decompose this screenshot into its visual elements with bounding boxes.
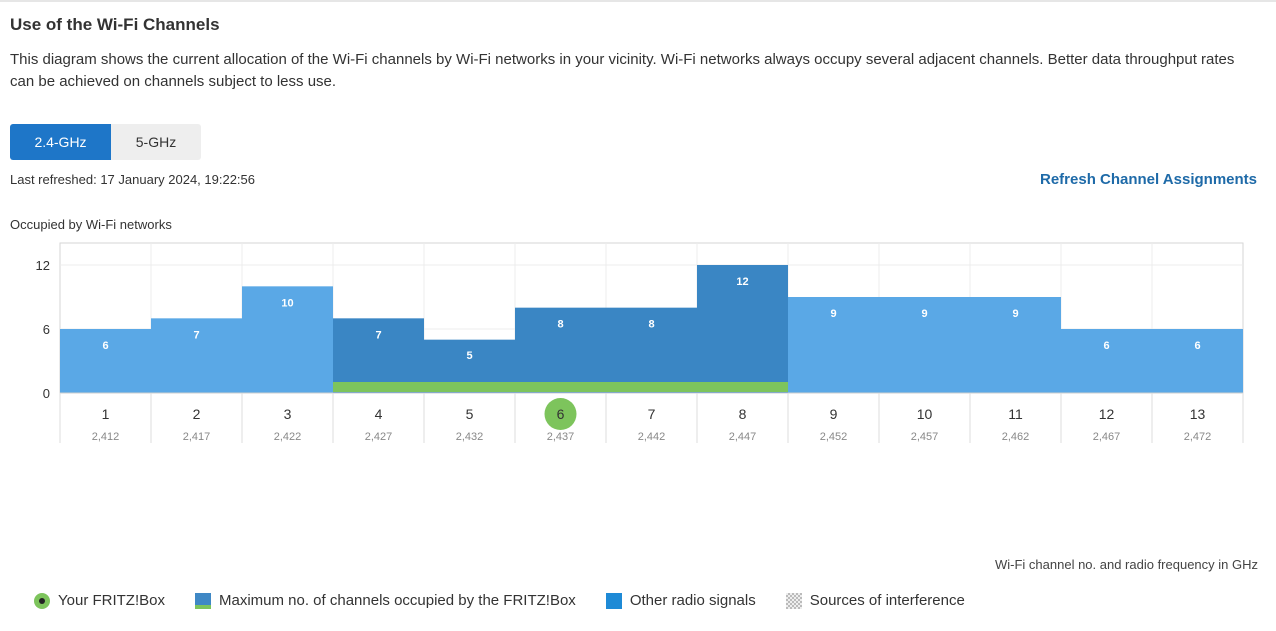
bar-channel-10	[879, 297, 970, 393]
bar-channel-6	[515, 307, 606, 393]
legend-label-max-channels: Maximum no. of channels occupied by the …	[218, 592, 576, 609]
fritzbox-dot-icon	[34, 592, 50, 609]
x-frequency-label: 2,437	[547, 431, 575, 443]
x-frequency-label: 2,472	[1184, 431, 1212, 443]
chart-title: Occupied by Wi-Fi networks	[10, 217, 172, 232]
x-frequency-label: 2,427	[365, 431, 393, 443]
bar-channel-8	[697, 265, 788, 393]
channel-chart: 0 6 12 6 7 10 7 5 8 8 12 9 9 9 6 6 1 2,412 2 2,417 3 2,422 4 2,…	[36, 242, 1244, 443]
x-tick-label: 10	[917, 406, 933, 422]
x-tick-label: 13	[1190, 406, 1206, 422]
x-tick-label: 3	[284, 406, 292, 422]
x-frequency-label: 2,417	[183, 431, 211, 443]
x-frequency-label: 2,432	[456, 431, 484, 443]
legend-label-fritzbox: Your FRITZ!Box	[58, 592, 165, 609]
page-description: This diagram shows the current allocatio…	[10, 51, 1235, 90]
bar-value-label: 6	[1194, 340, 1200, 352]
x-tick-label: 2	[193, 406, 201, 422]
bar-value-label: 8	[648, 319, 654, 331]
top-divider	[0, 0, 1276, 2]
bar-channel-11	[970, 297, 1061, 393]
tab-2-4-ghz[interactable]: 2.4-GHz	[10, 124, 111, 160]
x-frequency-label: 2,422	[274, 431, 302, 443]
y-tick-label: 6	[43, 322, 50, 337]
x-tick-label: 12	[1099, 406, 1115, 422]
x-tick-label: 1	[102, 406, 110, 422]
legend-label-other: Other radio signals	[629, 592, 756, 609]
x-frequency-label: 2,457	[911, 431, 939, 443]
bar-channel-7	[606, 307, 697, 393]
bar-value-label: 9	[830, 308, 836, 320]
bar-value-label: 9	[1012, 308, 1018, 320]
legend: Your FRITZ!Box Maximum no. of channels o…	[34, 592, 995, 609]
x-frequency-label: 2,467	[1093, 431, 1121, 443]
bar-value-label: 7	[193, 329, 199, 341]
legend-item-max-channels: Maximum no. of channels occupied by the …	[194, 592, 576, 609]
x-frequency-label: 2,462	[1002, 431, 1030, 443]
refresh-channel-assignments-link[interactable]: Refresh Channel Assignments	[1040, 171, 1257, 188]
x-frequency-label: 2,442	[638, 431, 666, 443]
bar-value-label: 12	[736, 276, 748, 288]
tab-5-ghz[interactable]: 5-GHz	[111, 124, 201, 160]
legend-item-other: Other radio signals	[605, 592, 756, 609]
y-tick-label: 12	[36, 258, 50, 273]
fritzbox-occupied-band	[333, 382, 788, 392]
interference-icon	[785, 592, 802, 609]
bar-value-label: 8	[557, 319, 563, 331]
page-title: Use of the Wi-Fi Channels	[10, 15, 220, 34]
bar-value-label: 6	[102, 340, 108, 352]
bar-channel-4	[333, 318, 424, 393]
x-tick-label: 9	[830, 406, 838, 422]
bar-channel-12	[1061, 329, 1152, 393]
bar-value-label: 6	[1103, 340, 1109, 352]
x-tick-label: 11	[1008, 406, 1023, 422]
bar-value-label: 7	[375, 329, 381, 341]
x-tick-label: 5	[466, 406, 474, 422]
x-frequency-label: 2,412	[92, 431, 120, 443]
max-channels-icon	[194, 592, 211, 609]
legend-item-interference: Sources of interference	[785, 592, 965, 609]
x-tick-label: 8	[739, 406, 747, 422]
bar-value-label: 9	[921, 308, 927, 320]
x-tick-label: 7	[648, 406, 656, 422]
bar-value-label: 5	[466, 350, 472, 362]
legend-label-interference: Sources of interference	[809, 592, 965, 609]
x-tick-label: 6	[557, 406, 565, 422]
last-refreshed: Last refreshed: 17 January 2024, 19:22:5…	[10, 172, 256, 187]
bar-channel-2	[151, 318, 242, 393]
bar-channel-13	[1152, 329, 1243, 393]
fritzbox-channel-marker	[544, 398, 577, 430]
bar-channel-1	[60, 329, 151, 393]
band-tabs: 2.4-GHz 5-GHz	[10, 124, 201, 160]
x-tick-label: 4	[375, 406, 383, 422]
legend-item-fritzbox: Your FRITZ!Box	[34, 592, 165, 609]
x-axis-note: Wi-Fi channel no. and radio frequency in…	[994, 557, 1258, 572]
bar-channel-9	[788, 297, 879, 393]
bar-channel-3	[242, 286, 333, 393]
x-frequency-label: 2,452	[820, 431, 848, 443]
x-frequency-label: 2,447	[729, 431, 757, 443]
y-tick-label: 0	[43, 386, 50, 401]
bar-value-label: 10	[281, 297, 293, 309]
other-signals-icon	[605, 592, 622, 609]
